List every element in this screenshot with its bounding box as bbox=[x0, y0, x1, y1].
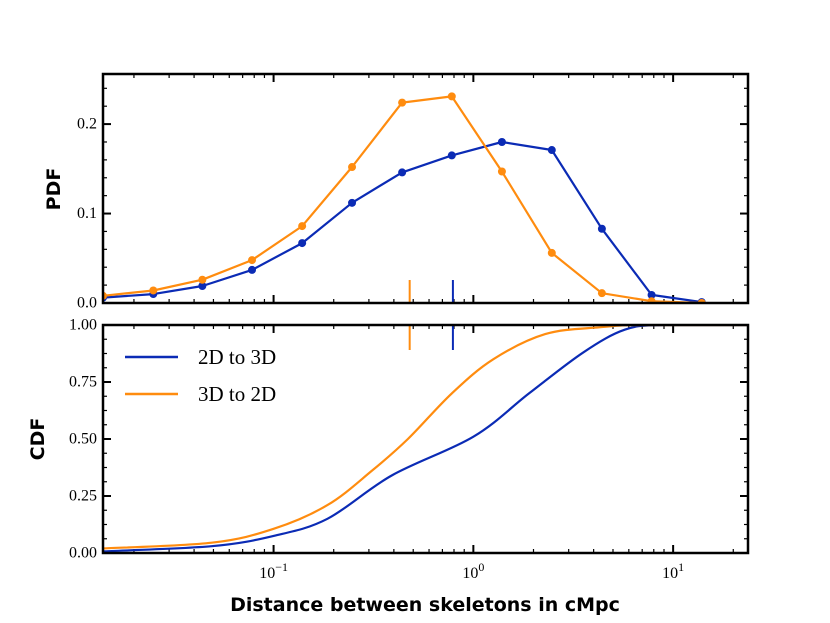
data-point-2d-to-3d bbox=[647, 290, 656, 299]
data-point-2d-to-3d bbox=[497, 137, 506, 146]
legend-item: 3D to 2D bbox=[125, 382, 276, 406]
data-point-2d-to-3d bbox=[597, 224, 606, 233]
y-tick-label: 0.0 bbox=[77, 295, 97, 312]
series-line-2d-to-3d bbox=[103, 140, 702, 303]
data-point-3d-to-2d bbox=[149, 286, 158, 295]
plot-area bbox=[103, 92, 706, 303]
data-point-3d-to-2d bbox=[597, 289, 606, 298]
x-axis-label: Distance between skeletons in cMpc bbox=[230, 594, 620, 616]
y-tick-label: 0.75 bbox=[69, 374, 97, 391]
x-tick-label-exponent: 1 bbox=[678, 560, 684, 574]
series-line-2d-to-3d bbox=[103, 325, 748, 553]
data-point-2d-to-3d bbox=[348, 198, 357, 207]
data-point-2d-to-3d bbox=[248, 265, 257, 274]
data-point-3d-to-2d bbox=[348, 163, 357, 172]
pdf-panel: 0.0 0.1 0.2 bbox=[77, 72, 750, 312]
x-tick-label: 100 bbox=[462, 560, 484, 582]
pdf-y-axis-label: PDF bbox=[43, 168, 65, 211]
data-point-3d-to-2d bbox=[447, 92, 456, 101]
x-tick-label: 10−1 bbox=[259, 560, 288, 582]
data-point-2d-to-3d bbox=[398, 168, 407, 177]
y-tick-label: 0.25 bbox=[69, 488, 97, 505]
data-point-3d-to-2d bbox=[298, 222, 307, 231]
data-point-3d-to-2d bbox=[497, 167, 506, 176]
data-point-3d-to-2d bbox=[398, 98, 407, 107]
axes-frame bbox=[101, 72, 750, 305]
x-tick-label: 101 bbox=[662, 560, 684, 582]
data-point-3d-to-2d bbox=[547, 248, 556, 257]
data-point-2d-to-3d bbox=[198, 282, 207, 291]
x-tick-label-exponent: 0 bbox=[478, 560, 484, 574]
data-point-3d-to-2d bbox=[198, 275, 207, 284]
y-tick-label: 0.50 bbox=[69, 431, 97, 448]
data-point-3d-to-2d bbox=[647, 297, 656, 303]
data-point-2d-to-3d bbox=[547, 146, 556, 155]
y-tick-label: 1.00 bbox=[69, 317, 97, 334]
legend-label: 2D to 3D bbox=[198, 345, 276, 369]
x-tick-label-exponent: −1 bbox=[275, 560, 288, 574]
legend-item: 2D to 3D bbox=[125, 345, 276, 369]
series-line-3d-to-2d bbox=[103, 95, 702, 303]
y-tick-label: 0.2 bbox=[77, 116, 97, 133]
data-point-3d-to-2d bbox=[248, 256, 257, 265]
legend-label: 3D to 2D bbox=[198, 382, 276, 406]
axes-frame bbox=[101, 323, 750, 555]
y-tick-label: 0.00 bbox=[69, 545, 97, 562]
data-point-2d-to-3d bbox=[447, 151, 456, 160]
data-point-2d-to-3d bbox=[298, 239, 307, 248]
cdf-y-axis-label: CDF bbox=[27, 418, 49, 461]
y-tick-label: 0.1 bbox=[77, 205, 97, 222]
